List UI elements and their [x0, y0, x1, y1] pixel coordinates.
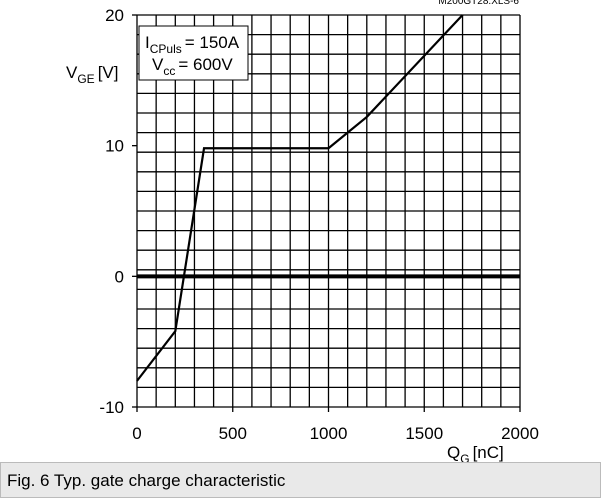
x-axis-label-main: Q — [447, 443, 460, 462]
x-tick-label: 2000 — [501, 424, 539, 443]
x-axis-label: QG [nC] — [447, 443, 504, 462]
annotation-main: V — [152, 55, 164, 74]
annotation-rest: = 600V — [178, 55, 233, 74]
y-axis-label-main: V — [66, 63, 78, 82]
y-tick-label: -10 — [99, 398, 124, 417]
x-axis-label-rest: [nC] — [473, 443, 504, 462]
y-axis-label: VGE [V] — [66, 63, 118, 86]
x-axis-label-sub: G — [460, 452, 469, 462]
y-axis-label-rest: [V] — [98, 63, 119, 82]
x-tick-label: 500 — [219, 424, 247, 443]
y-tick-label: 10 — [105, 137, 124, 156]
annotation-main: I — [145, 33, 150, 52]
x-tick-label: 0 — [132, 424, 141, 443]
y-tick-label: 20 — [105, 6, 124, 25]
x-tick-label: 1000 — [310, 424, 348, 443]
legend-box — [138, 25, 249, 81]
annotation-sub: cc — [163, 64, 175, 78]
data-line — [136, 14, 464, 382]
y-tick-label: 0 — [115, 267, 124, 286]
x-tick-label: 1500 — [405, 424, 443, 443]
source-label: M200GT28.XLS-6 — [438, 0, 519, 7]
annotation: Vcc = 600V — [152, 55, 233, 78]
caption: Fig. 6 Typ. gate charge characteristic — [0, 462, 601, 498]
annotation-rest: = 150A — [185, 33, 240, 52]
annotation-sub: CPuls — [150, 42, 182, 56]
y-axis-label-sub: GE — [77, 72, 94, 86]
annotation: ICPuls = 150A — [145, 33, 240, 56]
